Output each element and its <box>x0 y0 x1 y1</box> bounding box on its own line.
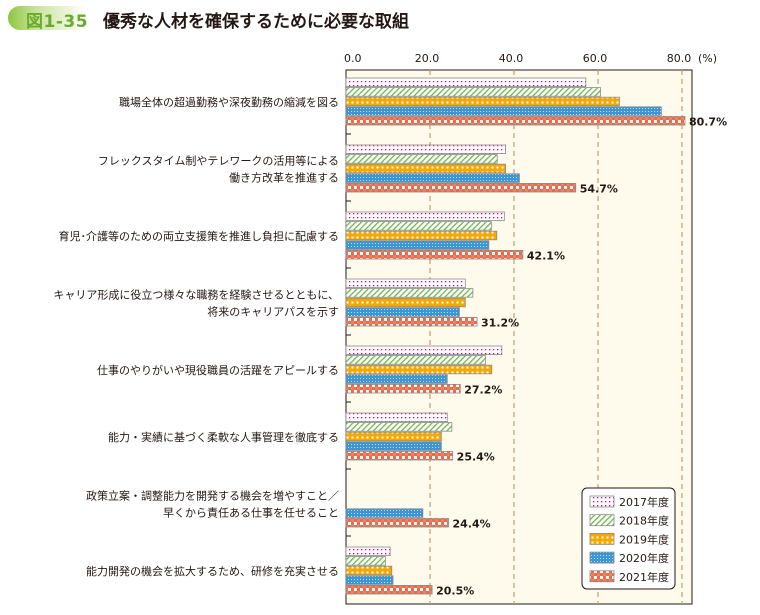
bar-2020年度 <box>345 441 442 451</box>
data-label: 54.7% <box>580 182 618 195</box>
bar-2021年度 <box>345 182 577 193</box>
bar-2020年度 <box>345 508 424 518</box>
data-label: 27.2% <box>464 383 502 396</box>
category-label: 能力・実績に基づく柔軟な人事管理を徹底する <box>108 430 339 444</box>
bar-2021年度 <box>345 249 524 260</box>
bar-2021年度 <box>345 450 454 461</box>
category-label: キャリア形成に役立つ様々な職務を経験させるとともに、 <box>53 288 339 302</box>
category-label: 能力開発の機会を拡大するため、研修を充実させる <box>86 564 339 578</box>
chart-title: 優秀な人材を確保するために必要な取組 <box>103 12 409 32</box>
data-label: 80.7% <box>689 115 727 128</box>
bar-2020年度 <box>345 374 448 384</box>
x-tick-label: 60.0 <box>583 52 608 65</box>
bar-2020年度 <box>345 307 460 317</box>
x-tick-label: 20.0 <box>415 52 440 65</box>
bar-2017年度 <box>345 278 466 289</box>
category-label: 将来のキャリアパスを示す <box>207 306 339 319</box>
bar-2018年度 <box>345 556 386 566</box>
bar-2019年度 <box>345 96 620 107</box>
data-label: 42.1% <box>527 249 565 262</box>
legend-label: 2019年度 <box>619 532 669 546</box>
category-label: 政策立案・調整能力を開発する機会を増やすこと／ <box>86 489 339 503</box>
data-label: 20.5% <box>436 584 474 597</box>
bar-2017年度 <box>345 77 587 88</box>
legend-swatch-2018年度 <box>589 514 615 527</box>
bar-2019年度 <box>345 163 507 174</box>
legend-label: 2021年度 <box>619 570 669 584</box>
bar-2019年度 <box>345 297 466 308</box>
category-label: 働き方改革を推進する <box>229 171 339 185</box>
bar-2020年度 <box>345 240 490 250</box>
bar-2020年度 <box>345 173 520 183</box>
bar-2017年度 <box>345 412 448 423</box>
bar-2018年度 <box>345 87 601 97</box>
legend-swatch-2019年度 <box>589 533 615 545</box>
legend-label: 2020年度 <box>619 551 669 565</box>
bar-2020年度 <box>345 106 662 116</box>
legend-label: 2017年度 <box>619 495 669 509</box>
legend-swatch-2017年度 <box>589 495 615 508</box>
category-label: 職場全体の超過勤務や深夜勤務の縮減を図る <box>119 95 339 109</box>
bar-2021年度 <box>345 585 433 595</box>
category-label: フレックスタイム制やテレワークの活用等による <box>98 154 339 168</box>
figure-badge <box>8 6 86 30</box>
category-label: 早くから責任ある仕事を任せること <box>163 506 339 520</box>
bar-2019年度 <box>345 431 442 442</box>
bar-2017年度 <box>345 546 391 557</box>
bar-2017年度 <box>345 144 507 155</box>
bar-2021年度 <box>345 116 686 126</box>
bar-2018年度 <box>345 422 453 432</box>
bar-2018年度 <box>345 288 474 298</box>
bar-2018年度 <box>345 221 492 231</box>
bar-2021年度 <box>345 383 461 394</box>
bar-2021年度 <box>345 518 449 528</box>
category-label: 育児･介護等のための両立支援策を推進し負担に配慮する <box>59 229 340 243</box>
data-label: 31.2% <box>481 316 519 329</box>
legend-swatch-2021年度 <box>589 570 615 583</box>
data-label: 24.4% <box>452 517 490 530</box>
x-tick-label: 0.0 <box>344 52 362 65</box>
bar-2020年度 <box>345 575 394 585</box>
bar-2021年度 <box>345 316 478 327</box>
x-tick-label: 80.0 <box>667 52 692 65</box>
bar-2019年度 <box>345 230 498 241</box>
bar-2017年度 <box>345 211 505 222</box>
bar-2017年度 <box>345 345 503 356</box>
bar-2018年度 <box>345 355 486 365</box>
x-tick-label: 40.0 <box>499 52 524 65</box>
data-label: 25.4% <box>457 450 495 463</box>
legend-label: 2018年度 <box>619 514 669 528</box>
bar-2019年度 <box>345 565 393 576</box>
bar-2019年度 <box>345 364 493 375</box>
legend-swatch-2020年度 <box>589 551 615 564</box>
category-label: 仕事のやりがいや現役職員の活躍をアピールする <box>97 363 339 377</box>
bar-2018年度 <box>345 154 498 164</box>
figure-number: 図1-35 <box>26 12 89 32</box>
x-axis-unit: (%) <box>698 52 717 65</box>
legend-box <box>581 487 676 590</box>
